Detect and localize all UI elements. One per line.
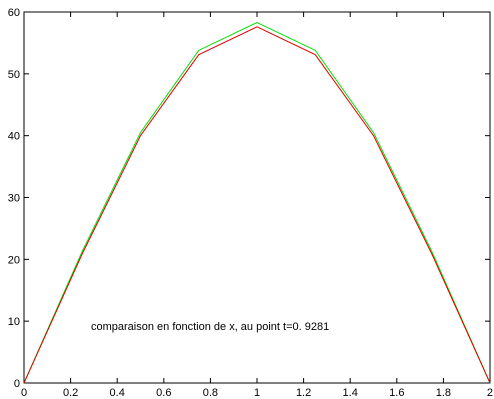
y-tick-label: 60 [8,7,20,19]
y-tick-label: 30 [8,193,20,205]
x-tick-label: 2 [487,387,493,399]
y-tick-label: 40 [8,131,20,143]
y-tick-label: 0 [14,378,20,390]
y-tick-label: 50 [8,69,20,81]
x-tick-label: 1 [254,387,260,399]
x-tick-label: 1.6 [389,387,404,399]
x-tick-label: 0.4 [110,387,125,399]
x-tick-label: 0.6 [156,387,171,399]
y-tick-label: 10 [8,316,20,328]
x-tick-label: 0.2 [63,387,78,399]
x-tick-label: 1.4 [343,387,358,399]
y-tick-label: 20 [8,254,20,266]
chart-annotation: comparaison en fonction de x, au point t… [91,321,329,333]
x-tick-label: 0 [21,387,27,399]
x-tick-label: 1.2 [296,387,311,399]
x-tick-label: 1.8 [436,387,451,399]
x-tick-label: 0.8 [203,387,218,399]
